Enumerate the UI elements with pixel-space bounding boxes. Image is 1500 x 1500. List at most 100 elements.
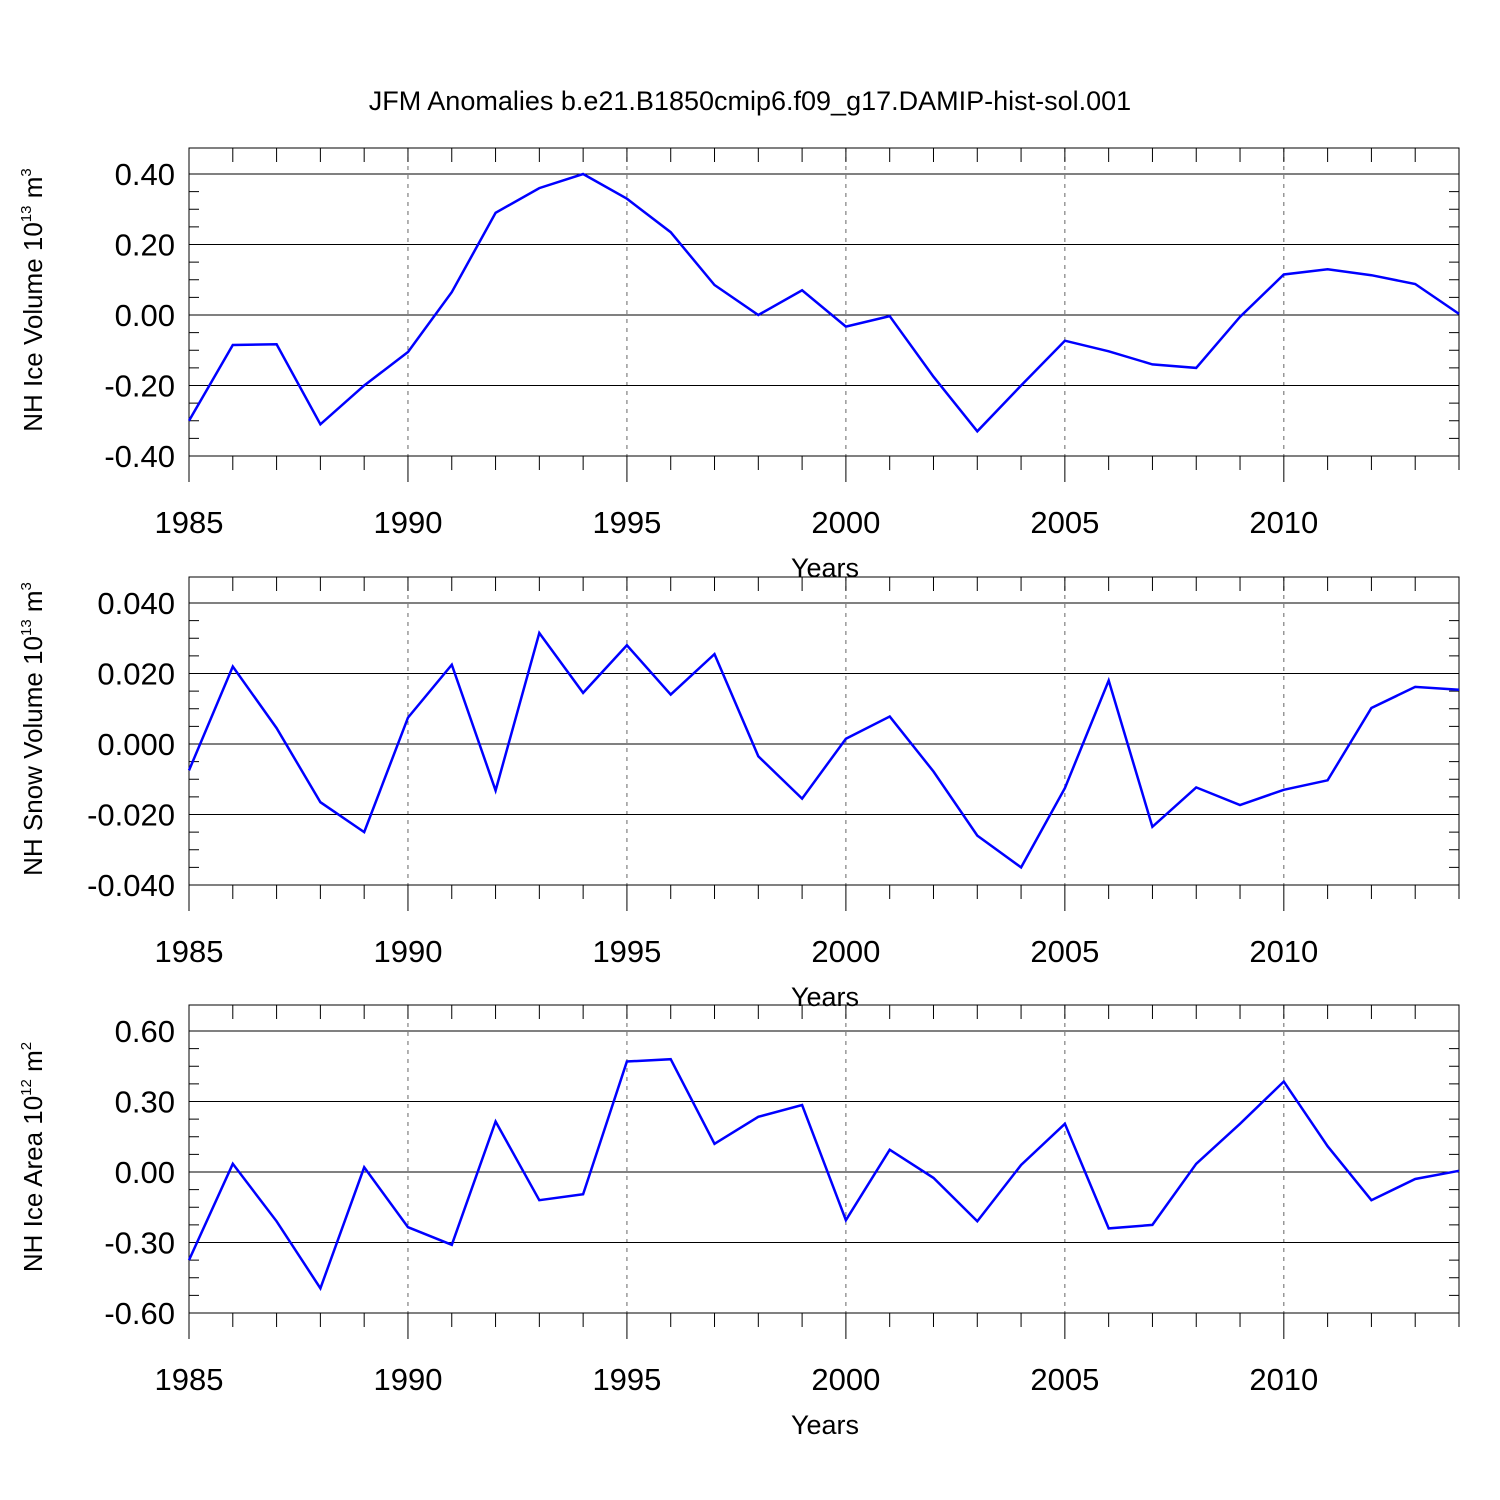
y-tick-label: -0.40 [104,439,175,474]
data-point [406,350,410,354]
y-tick-label: 0.00 [115,1155,175,1190]
data-point [1457,688,1461,692]
y-tick-label: 0.00 [115,298,175,333]
data-point [932,1176,936,1180]
data-point [187,1258,191,1262]
data-point [1194,785,1198,789]
data-point [494,211,498,215]
data-point [1019,384,1023,388]
data-point [275,342,279,346]
plot-frame [188,576,1460,886]
data-point [537,186,541,190]
chart-panel-1: 0.40 0.20 0.00 -0.20 -0.40 1985 1990 1995 2000 20… [18,147,1461,583]
data-point [494,1120,498,1124]
data-point [450,290,454,294]
data-point [1369,706,1373,710]
x-tick-label: 1995 [592,1362,661,1397]
data-point [932,770,936,774]
data-point [713,283,717,287]
x-tick-label: 2000 [811,505,880,540]
data-point [406,1225,410,1229]
data-point [1150,825,1154,829]
data-point [756,313,760,317]
data-point [888,1148,892,1152]
data-point [450,1243,454,1247]
data-point [932,375,936,379]
data-point [1369,273,1373,277]
data-point [625,1060,629,1064]
x-axis-label: Years [791,982,859,1012]
data-point [1282,788,1286,792]
data-point [1457,312,1461,316]
data-point [537,1198,541,1202]
data-point [231,343,235,347]
data-point [625,197,629,201]
series-line-1 [187,172,1460,434]
data-point [450,663,454,667]
data-point [975,429,979,433]
data-point [1019,865,1023,869]
y-tick-label: 0.000 [97,727,175,762]
x-tick-label: 2005 [1030,505,1099,540]
x-tick-label: 1990 [373,1362,442,1397]
data-point [1150,1223,1154,1227]
data-point [1019,1163,1023,1167]
x-axis-label: Years [791,1410,859,1440]
data-point [1107,349,1111,353]
y-tick-label: -0.30 [104,1226,175,1261]
data-point [844,737,848,741]
y-tick-label: -0.20 [104,369,175,404]
data-point [537,631,541,635]
x-tick-label: 2005 [1030,1362,1099,1397]
y-tick-label: 0.40 [115,157,175,192]
y-axis-label: NH Snow Volume 1013 m3 [18,582,48,876]
data-point [625,643,629,647]
data-point [1238,803,1242,807]
data-point [888,715,892,719]
y-tick-label: -0.020 [87,798,175,833]
y-tick-label: -0.040 [87,868,175,903]
data-point [800,1103,804,1107]
y-tick-label: 0.60 [115,1014,175,1049]
data-point [1413,282,1417,286]
data-point [1326,778,1330,782]
data-point [1194,1162,1198,1166]
plot-frame [188,147,1460,457]
data-point [1238,315,1242,319]
data-point [1194,366,1198,370]
data-point [756,754,760,758]
data-point [362,1165,366,1169]
x-tick-label: 1985 [155,934,224,969]
x-tick-label: 2005 [1030,934,1099,969]
data-point [800,288,804,292]
y-tick-label: -0.60 [104,1296,175,1331]
x-tick-label: 2010 [1249,505,1318,540]
x-tick-label: 2000 [811,934,880,969]
data-point [888,314,892,318]
plot-frame [188,1004,1460,1314]
data-point [844,1218,848,1222]
chart-title: JFM Anomalies b.e21.B1850cmip6.f09_g17.D… [369,86,1131,116]
chart-panel-2: 0.040 0.020 0.000 -0.020 -0.040 1985 1990 1995 2… [18,576,1461,1012]
x-tick-label: 1995 [592,505,661,540]
data-point [669,1057,673,1061]
data-point [1063,786,1067,790]
chart-panel-3: 0.60 0.30 0.00 -0.30 -0.60 1985 1990 1995 2000 20… [18,1004,1460,1440]
data-point [362,830,366,834]
data-point [581,691,585,695]
y-tick-label: 0.020 [97,657,175,692]
data-point [1150,362,1154,366]
x-axis-label: Years [791,553,859,583]
data-point [318,422,322,426]
data-point [1326,267,1330,271]
data-point [275,726,279,730]
x-tick-label: 1995 [592,934,661,969]
x-tick-label: 1990 [373,934,442,969]
x-tick-label: 2000 [811,1362,880,1397]
y-tick-label: 0.040 [97,586,175,621]
data-point [494,789,498,793]
data-point [713,1142,717,1146]
data-point [362,384,366,388]
data-point [756,1115,760,1119]
data-point [275,1219,279,1223]
